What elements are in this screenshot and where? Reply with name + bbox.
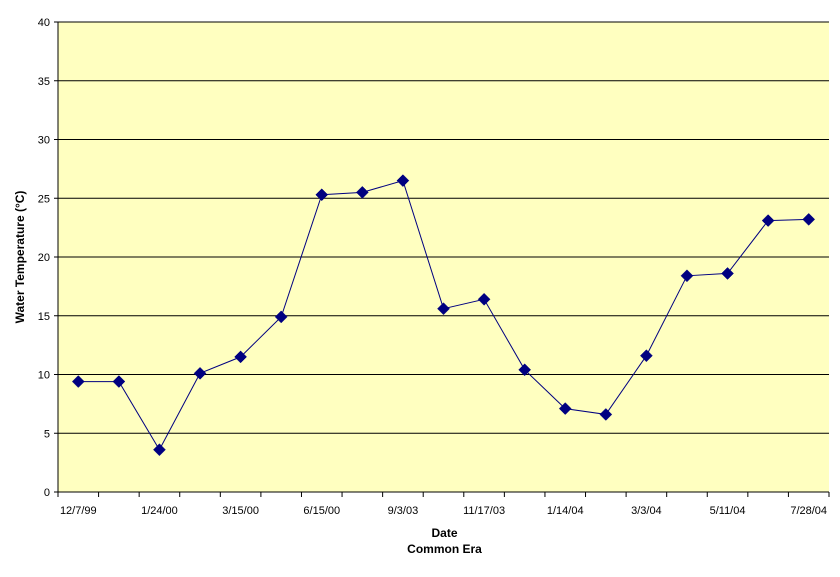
data-point [640, 349, 653, 363]
y-tick-label: 20 [38, 252, 50, 264]
data-point [721, 267, 734, 280]
axes: 0 5 10 15 20 25 30 35 40 12/7/99 1/24/00 3/15/00 6/1… [38, 17, 830, 517]
x-axis-subtitle: Common Era [407, 542, 482, 556]
data-point [680, 269, 694, 283]
y-tick-label: 0 [44, 487, 50, 499]
y-tick-label: 35 [38, 76, 50, 88]
y-tick-label: 25 [38, 193, 50, 205]
data-point [355, 186, 369, 199]
y-tick-label: 40 [38, 17, 50, 29]
data-series [71, 174, 816, 457]
x-tick-label: 3/3/04 [631, 505, 662, 517]
data-point [193, 366, 207, 380]
x-tick-label: 1/14/04 [547, 505, 584, 517]
x-tick-label: 7/28/04 [790, 505, 827, 517]
x-tick-label: 3/15/00 [222, 505, 259, 517]
y-tick-label: 30 [38, 135, 50, 147]
data-point [558, 402, 572, 415]
y-tick-label: 5 [44, 428, 50, 440]
y-tick-label: 10 [38, 370, 50, 382]
data-point [274, 310, 288, 324]
data-point [599, 408, 613, 421]
x-axis-title: Date [431, 526, 457, 540]
data-point [396, 174, 410, 187]
x-tick-label: 1/24/00 [141, 505, 178, 517]
data-point [234, 350, 247, 364]
y-tick-label: 15 [38, 311, 50, 323]
data-point [153, 443, 166, 457]
data-point [761, 214, 775, 227]
data-point [518, 363, 532, 377]
data-point [112, 375, 126, 388]
data-point [477, 292, 491, 306]
data-point [802, 213, 816, 226]
y-axis-title: Water Temperature (°C) [13, 191, 27, 324]
data-point [315, 188, 329, 202]
x-tick-label: 11/17/03 [463, 505, 505, 517]
data-point [437, 302, 450, 316]
data-point [71, 375, 85, 388]
x-tick-label: 12/7/99 [60, 505, 97, 517]
x-tick-label: 5/11/04 [710, 505, 746, 517]
x-tick-label: 9/3/03 [388, 505, 419, 517]
x-tick-label: 6/15/00 [303, 505, 340, 517]
